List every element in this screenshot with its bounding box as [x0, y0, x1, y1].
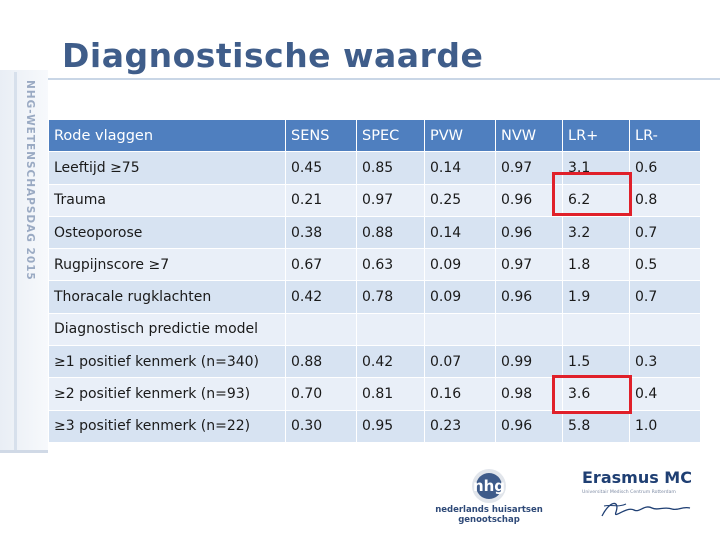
table-cell: 0.7	[629, 280, 701, 314]
table-cell: 0.95	[356, 409, 425, 443]
table-cell: 0.97	[356, 183, 425, 217]
table-cell: 0.16	[424, 377, 496, 411]
table-cell: 0.5	[629, 248, 701, 282]
table-cell: 0.70	[285, 377, 357, 411]
table-row: ≥3 positief kenmerk (n=22) 0.30 0.95 0.23 0.…	[48, 409, 701, 443]
table-row: Leeftijd ≥75 0.45 0.85 0.14 0.97 3.1 0.6	[48, 151, 701, 185]
table-cell: 0.45	[285, 151, 357, 185]
title-divider	[0, 78, 720, 80]
side-banner-foot	[0, 450, 48, 453]
table-cell: 3.1	[562, 151, 630, 185]
table-cell: 0.25	[424, 183, 496, 217]
table-cell: 0.14	[424, 151, 496, 185]
table-cell: 0.23	[424, 409, 496, 443]
table-cell: 0.09	[424, 280, 496, 314]
header-cell: LR-	[629, 118, 701, 153]
erasmus-signature-icon	[601, 502, 691, 517]
table-row: Rugpijnscore ≥7 0.67 0.63 0.09 0.97 1.8 0.5	[48, 248, 701, 282]
side-banner	[0, 70, 48, 450]
table-cell: 0.63	[356, 248, 425, 282]
table-cell: 0.09	[424, 248, 496, 282]
header-cell: SPEC	[356, 118, 425, 153]
row-label: Diagnostisch predictie model	[48, 312, 286, 347]
header-cell-label: Rode vlaggen	[48, 118, 286, 153]
row-label: ≥2 positief kenmerk (n=93)	[48, 377, 286, 411]
header-cell: SENS	[285, 118, 357, 153]
table-row: Osteoporose 0.38 0.88 0.14 0.96 3.2 0.7	[48, 215, 701, 250]
table-cell	[495, 312, 563, 347]
table-cell: 0.8	[629, 183, 701, 217]
table-row: ≥2 positief kenmerk (n=93) 0.70 0.81 0.16 0.…	[48, 377, 701, 411]
table-row: Diagnostisch predictie model	[48, 312, 701, 347]
table-cell: 0.6	[629, 151, 701, 185]
table-cell: 0.7	[629, 215, 701, 250]
table-cell: 0.4	[629, 377, 701, 411]
table-cell	[424, 312, 496, 347]
erasmus-tagline: Universitair Medisch Centrum Rotterdam	[582, 489, 676, 495]
table-cell: 0.14	[424, 215, 496, 250]
table-cell: 3.6	[562, 377, 630, 411]
table-header-row: Rode vlaggen SENS SPEC PVW NVW LR+ LR-	[48, 118, 701, 153]
header-cell: LR+	[562, 118, 630, 153]
erasmus-mc-logo: Erasmus MC Universitair Medisch Centrum …	[582, 468, 692, 517]
table-cell: 0.81	[356, 377, 425, 411]
table-cell: 0.88	[285, 345, 357, 379]
highlight-box-lr-plus-bottom	[552, 375, 632, 414]
table-cell: 0.67	[285, 248, 357, 282]
table-cell: 0.3	[629, 345, 701, 379]
row-label: Osteoporose	[48, 215, 286, 250]
side-stripe	[14, 72, 17, 450]
highlight-box-lr-plus-top	[552, 172, 632, 216]
table-cell	[629, 312, 701, 347]
row-label: Rugpijnscore ≥7	[48, 248, 286, 282]
table-cell: 0.78	[356, 280, 425, 314]
table-cell: 0.88	[356, 215, 425, 250]
nhg-logo: nhg nederlands huisartsen genootschap	[435, 469, 543, 525]
table-cell: 0.96	[495, 215, 563, 250]
table-cell	[356, 312, 425, 347]
table-cell: 0.85	[356, 151, 425, 185]
table-cell: 0.97	[495, 151, 563, 185]
side-banner-text: NHG-WETENSCHAPSDAG 2015	[24, 80, 36, 281]
table-cell	[285, 312, 357, 347]
row-label: ≥1 positief kenmerk (n=340)	[48, 345, 286, 379]
table-cell: 1.9	[562, 280, 630, 314]
table-cell: 0.07	[424, 345, 496, 379]
table-cell: 0.21	[285, 183, 357, 217]
erasmus-name: Erasmus MC	[582, 468, 692, 487]
table-cell: 0.99	[495, 345, 563, 379]
row-label: Leeftijd ≥75	[48, 151, 286, 185]
table-cell: 3.2	[562, 215, 630, 250]
table-cell: 5.8	[562, 409, 630, 443]
table-cell	[562, 312, 630, 347]
table-cell: 0.96	[495, 280, 563, 314]
table-cell: 0.42	[356, 345, 425, 379]
table-cell: 0.96	[495, 409, 563, 443]
table-cell: 1.8	[562, 248, 630, 282]
row-label: ≥3 positief kenmerk (n=22)	[48, 409, 286, 443]
table-cell: 0.97	[495, 248, 563, 282]
header-cell: PVW	[424, 118, 496, 153]
table-cell: 1.5	[562, 345, 630, 379]
table-row: ≥1 positief kenmerk (n=340) 0.88 0.42 0.07 0…	[48, 345, 701, 379]
nhg-line1: nederlands huisartsen	[435, 505, 543, 515]
row-label: Thoracale rugklachten	[48, 280, 286, 314]
nhg-mark: nhg	[473, 477, 505, 495]
slide-title: Diagnostische waarde	[62, 36, 484, 75]
table-row: Thoracale rugklachten 0.42 0.78 0.09 0.96 1.9…	[48, 280, 701, 314]
table-cell: 0.30	[285, 409, 357, 443]
row-label: Trauma	[48, 183, 286, 217]
table-cell: 0.98	[495, 377, 563, 411]
table-cell: 0.42	[285, 280, 357, 314]
table-cell: 0.38	[285, 215, 357, 250]
nhg-line2: genootschap	[458, 515, 520, 525]
table-cell: 1.0	[629, 409, 701, 443]
table-cell: 0.96	[495, 183, 563, 217]
header-cell: NVW	[495, 118, 563, 153]
